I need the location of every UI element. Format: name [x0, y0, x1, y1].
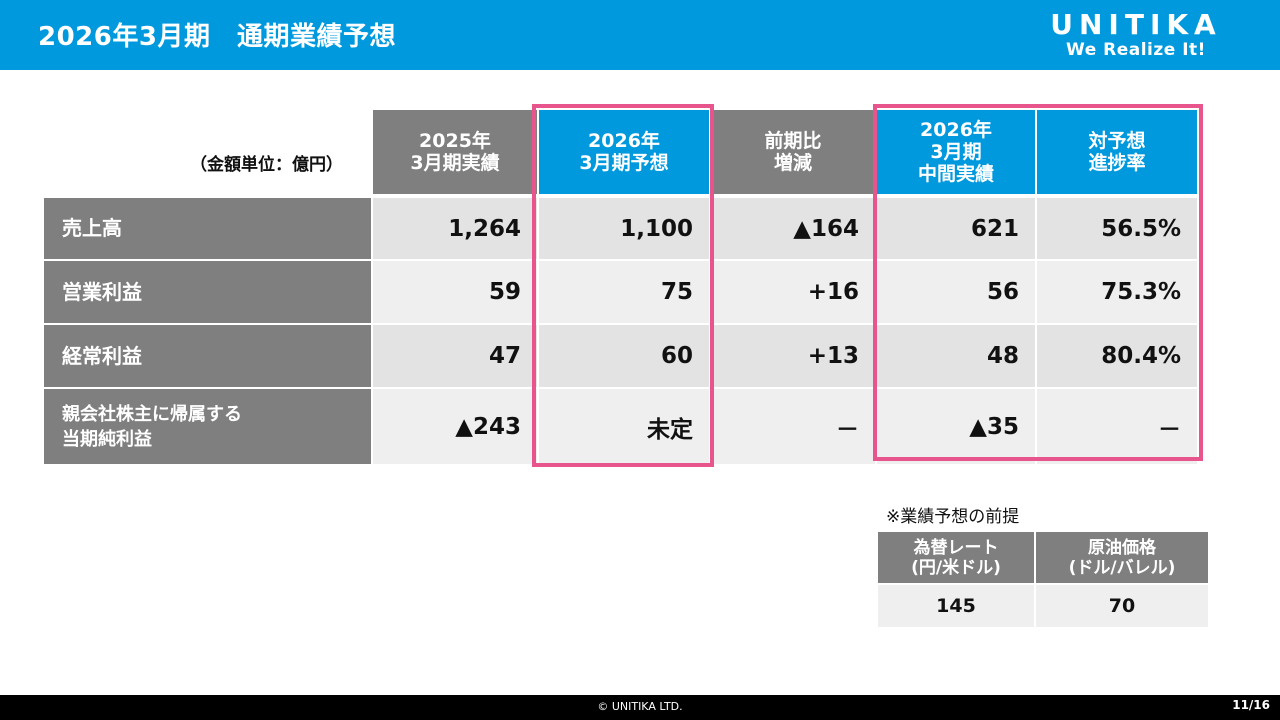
row-label-net-sales: 売上高	[44, 198, 371, 259]
logo-wordmark: UNITIKA	[1050, 8, 1222, 41]
table-cell: ▲35	[877, 389, 1035, 464]
table-cell: 621	[877, 198, 1035, 259]
logo-tagline: We Realize It!	[1066, 40, 1206, 60]
table-cell: 60	[539, 325, 709, 387]
table-cell: 59	[373, 261, 537, 323]
assumption-value-fx: 145	[878, 585, 1034, 627]
copyright-text: © UNITIKA LTD.	[597, 700, 683, 713]
page-number: 11/16	[1232, 698, 1270, 712]
unit-label: （金額単位：億円）	[190, 155, 343, 175]
table-cell: +13	[711, 325, 875, 387]
table-cell: 56.5%	[1037, 198, 1197, 259]
unitika-logo: UNITIKA We Realize It!	[1016, 10, 1256, 62]
col-header-2026-interim: 2026年 3月期 中間実績	[877, 110, 1035, 194]
col-header-2026-forecast: 2026年 3月期予想	[539, 110, 709, 194]
header-bar: 2026年3月期 通期業績予想 UNITIKA We Realize It!	[0, 0, 1280, 70]
table-cell: 47	[373, 325, 537, 387]
row-label-operating-profit: 営業利益	[44, 261, 371, 323]
assumption-header-oil: 原油価格 (ドル/バレル)	[1036, 532, 1208, 583]
table-cell: 75	[539, 261, 709, 323]
table-cell: 1,100	[539, 198, 709, 259]
table-cell: 48	[877, 325, 1035, 387]
footer-bar: © UNITIKA LTD. 11/16	[0, 695, 1280, 720]
assumption-value-oil: 70	[1036, 585, 1208, 627]
table-cell: 1,264	[373, 198, 537, 259]
row-label-ordinary-profit: 経常利益	[44, 325, 371, 387]
table-cell: ▲164	[711, 198, 875, 259]
table-cell: －	[711, 389, 875, 464]
table-cell: ▲243	[373, 389, 537, 464]
table-cell: －	[1037, 389, 1197, 464]
table-cell: 80.4%	[1037, 325, 1197, 387]
table-cell: +16	[711, 261, 875, 323]
assumption-header-fx: 為替レート (円/米ドル)	[878, 532, 1034, 583]
row-label-net-income: 親会社株主に帰属する 当期純利益	[44, 389, 371, 464]
page-title: 2026年3月期 通期業績予想	[38, 22, 396, 52]
assumptions-note: ※業績予想の前提	[886, 507, 1020, 527]
col-header-progress-rate: 対予想 進捗率	[1037, 110, 1197, 194]
table-cell: 未定	[539, 389, 709, 464]
col-header-2025-actual: 2025年 3月期実績	[373, 110, 537, 194]
table-cell: 75.3%	[1037, 261, 1197, 323]
table-cell: 56	[877, 261, 1035, 323]
col-header-yoy-change: 前期比 増減	[711, 110, 875, 194]
